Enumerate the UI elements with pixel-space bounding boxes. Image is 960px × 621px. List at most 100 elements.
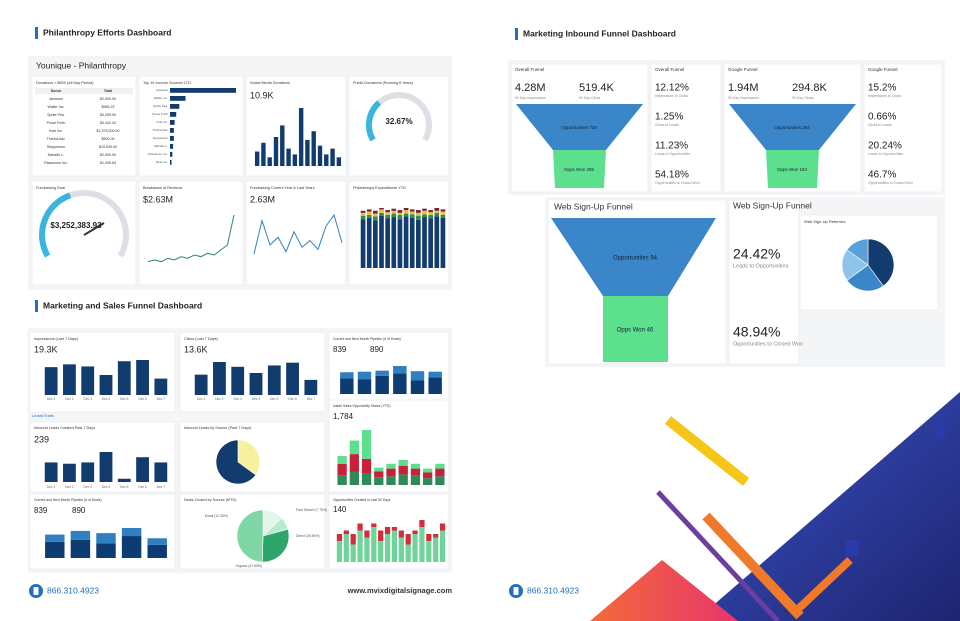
bar-segment bbox=[360, 215, 366, 220]
bar bbox=[170, 152, 173, 157]
bar-segment bbox=[393, 366, 407, 374]
x-tick-label: Dec 5 bbox=[120, 485, 129, 489]
bar-segment bbox=[337, 463, 347, 476]
bar-segment bbox=[337, 456, 347, 464]
bar-segment bbox=[440, 214, 446, 218]
bar-segment bbox=[403, 210, 409, 214]
bar-segment bbox=[435, 463, 445, 469]
bar-segment bbox=[147, 538, 167, 545]
kpi: 519.4K bbox=[579, 82, 615, 94]
bar-segment bbox=[373, 213, 378, 217]
bar-segment bbox=[70, 530, 91, 540]
pie-slice bbox=[236, 509, 264, 563]
bar-segment bbox=[416, 212, 421, 216]
line bbox=[147, 214, 235, 263]
bar-segment bbox=[349, 471, 359, 485]
bar-segment bbox=[403, 208, 409, 211]
label: Clicks (Last 7 Days) bbox=[184, 337, 218, 341]
bar-segment bbox=[405, 544, 411, 562]
bar-segment bbox=[434, 216, 440, 268]
y-tick-label: Sprite Pea. bbox=[153, 104, 168, 108]
funnel-top bbox=[551, 218, 716, 296]
bar-segment bbox=[336, 541, 343, 562]
card-title: Web Sign-Up Funnel bbox=[733, 200, 812, 210]
bar-segment bbox=[366, 214, 372, 218]
header-bar bbox=[35, 27, 38, 39]
bar-segment bbox=[419, 520, 425, 527]
kpi: 1,784 bbox=[333, 412, 354, 421]
kpi-label: 90 Day Clicks bbox=[579, 96, 601, 100]
x-tick-label: Dec 7 bbox=[157, 485, 166, 489]
bar bbox=[336, 157, 342, 166]
kpi: 19.3K bbox=[34, 344, 58, 354]
bar-segment bbox=[386, 468, 396, 477]
stat-label: Clicks to Leads bbox=[655, 123, 679, 127]
bar-segment bbox=[434, 212, 440, 217]
bar bbox=[44, 367, 58, 395]
bar-segment bbox=[375, 375, 389, 394]
table-header bbox=[35, 88, 133, 94]
label: Breakdown of Revenue bbox=[143, 186, 182, 190]
bar-segment bbox=[439, 523, 446, 531]
card-title: Overall Funnel bbox=[515, 67, 544, 72]
x-tick-label: Dec 6 bbox=[288, 397, 297, 401]
bar-segment bbox=[410, 371, 425, 381]
y-tick-label: Mahelfo L. bbox=[154, 144, 168, 148]
bar bbox=[170, 120, 175, 125]
table-cell: $985.23 bbox=[102, 105, 115, 109]
bar-segment bbox=[398, 465, 408, 475]
x-tick-label: Dec 3 bbox=[84, 397, 93, 401]
label: Inbound Leads Created Past 7 Days bbox=[34, 426, 95, 430]
bar-segment bbox=[391, 530, 398, 562]
bar-segment bbox=[409, 214, 415, 218]
bar-segment bbox=[349, 454, 359, 472]
bar-segment bbox=[386, 463, 396, 469]
bar bbox=[304, 379, 318, 395]
table-header-cell: Total bbox=[104, 89, 112, 93]
bar bbox=[254, 151, 260, 166]
card bbox=[31, 180, 137, 286]
card bbox=[728, 199, 800, 365]
stat-label: Leads to Opportunities bbox=[868, 152, 903, 156]
bar bbox=[298, 108, 304, 166]
stat-value: 54.18% bbox=[655, 170, 689, 181]
bar-segment bbox=[349, 440, 359, 455]
bar-segment bbox=[422, 214, 427, 218]
bar-segment bbox=[416, 210, 421, 213]
bar-segment bbox=[439, 530, 446, 562]
bar-segment bbox=[379, 208, 384, 210]
bar-segment bbox=[378, 530, 384, 541]
pie-slice bbox=[237, 439, 261, 476]
stat-label: Leads to Opportunities bbox=[733, 263, 789, 269]
bar-segment bbox=[366, 217, 372, 268]
bar-segment bbox=[361, 473, 372, 485]
slice-label: Email (12.25%) bbox=[205, 514, 228, 518]
bar-segment bbox=[398, 459, 408, 466]
bar bbox=[194, 374, 208, 395]
bar-segment bbox=[364, 530, 370, 538]
bar bbox=[267, 157, 272, 166]
header-bar bbox=[515, 28, 518, 40]
bar-segment bbox=[423, 472, 433, 479]
bar-segment bbox=[384, 534, 391, 562]
card-title: Web Sign-Up Referrers bbox=[804, 219, 846, 224]
funnel-label: Opps Won 184 bbox=[777, 167, 807, 172]
section-title: Philanthropy Efforts Dashboard bbox=[43, 27, 171, 37]
bar bbox=[170, 96, 186, 101]
bar-segment bbox=[405, 534, 411, 545]
bar-segment bbox=[440, 209, 446, 212]
bar-segment bbox=[435, 476, 445, 485]
table-cell: $19,549.00 bbox=[99, 145, 117, 149]
bar bbox=[81, 366, 95, 395]
label: Donations > $500 (All Day Period) bbox=[36, 81, 94, 85]
label: Opportunities Created in Last 90 Days bbox=[333, 498, 391, 502]
bar-segment bbox=[373, 220, 378, 268]
bar bbox=[170, 144, 174, 149]
bar-segment bbox=[121, 536, 142, 558]
bar bbox=[280, 125, 285, 166]
table-cell: Sprite Pea. bbox=[47, 113, 65, 117]
bar-segment bbox=[147, 544, 167, 558]
table-cell: $3,259.00 bbox=[100, 113, 116, 117]
x-tick-label: Dec 7 bbox=[307, 397, 316, 401]
kpi-label: 90 Day Clicks bbox=[792, 96, 814, 100]
